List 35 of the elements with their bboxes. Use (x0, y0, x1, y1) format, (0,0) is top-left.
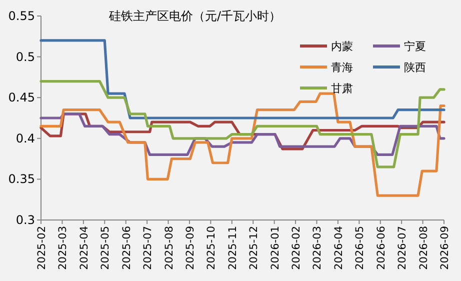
y-tick-label: 0.55 (8, 9, 35, 23)
x-tick-label: 2026-04 (332, 226, 345, 270)
x-tick-label: 2025-10 (206, 226, 218, 270)
y-tick-label: 0.45 (8, 90, 35, 105)
legend-label: 宁夏 (404, 40, 426, 53)
x-tick-label: 2025-08 (163, 226, 176, 270)
x-tick-label: 2026-06 (375, 226, 388, 270)
x-tick-label: 2026-01 (269, 226, 282, 270)
x-tick-label: 2025-12 (248, 226, 260, 270)
x-tick-label: 2026-09 (439, 226, 451, 270)
y-tick-label: 0.5 (16, 50, 35, 64)
x-tick-label: 2026-03 (312, 226, 324, 270)
legend-label: 甘肃 (331, 82, 353, 95)
legend-label: 陕西 (404, 61, 426, 74)
x-tick-label: 2025-05 (100, 226, 112, 270)
chart-title: 硅铁主产区电价（元/千瓦小时） (108, 9, 282, 23)
x-tick-label: 2025-11 (226, 226, 239, 270)
y-tick-label: 0.35 (8, 172, 35, 186)
line-series (40, 80, 446, 168)
line-series (40, 39, 446, 120)
x-tick-label: 2025-04 (78, 226, 90, 270)
x-tick-label: 2025-06 (120, 226, 133, 270)
legend-label: 内蒙 (331, 40, 353, 53)
x-tick-label: 2025-03 (57, 226, 70, 270)
x-tick-label: 2026-08 (418, 226, 430, 270)
line-series (40, 92, 446, 197)
x-tick-label: 2026-02 (290, 226, 303, 270)
x-tick-label: 2026-05 (354, 226, 366, 270)
x-tick-label: 2025-09 (184, 226, 196, 270)
y-tick-label: 0.3 (16, 213, 35, 227)
x-tick-label: 2026-07 (396, 226, 409, 270)
x-tick-label: 2025-07 (142, 226, 154, 270)
legend-label: 青海 (331, 61, 353, 74)
y-tick-label: 0.4 (16, 131, 35, 146)
x-tick-label: 2025-02 (36, 226, 48, 270)
